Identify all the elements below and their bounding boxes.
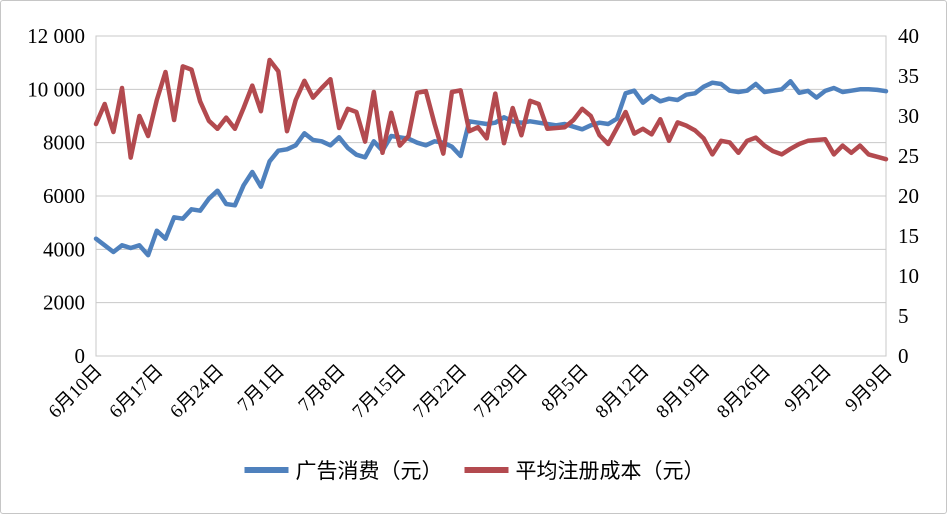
x-axis-tick-label: 7月22日 xyxy=(409,361,471,423)
y-axis-left-tick-label: 0 xyxy=(75,344,86,368)
legend-label: 平均注册成本（元） xyxy=(516,459,705,483)
legend-label: 广告消费（元） xyxy=(296,459,443,483)
x-axis-tick-label: 8月5日 xyxy=(538,361,593,416)
y-axis-left-tick-label: 6000 xyxy=(43,184,85,208)
avg-registration-cost-line xyxy=(93,57,889,162)
x-axis-tick-label: 9月9日 xyxy=(841,361,896,416)
y-axis-right-tick-label: 30 xyxy=(898,104,919,128)
y-axis-right-tick-label: 10 xyxy=(898,264,919,288)
x-axis-tick-label: 7月29日 xyxy=(470,361,532,423)
y-axis-right-tick-label: 40 xyxy=(898,24,919,48)
x-axis-tick-label: 8月26日 xyxy=(713,361,775,423)
y-axis-left-tick-label: 8000 xyxy=(43,131,85,155)
x-axis-tick-label: 6月17日 xyxy=(105,361,167,423)
y-axis-right-tick-label: 5 xyxy=(898,304,909,328)
plot-border xyxy=(95,35,887,357)
x-axis-tick-label: 6月24日 xyxy=(166,361,228,423)
y-axis-left-tick-label: 2000 xyxy=(43,291,85,315)
y-axis-right-tick-label: 20 xyxy=(898,184,919,208)
x-axis-tick-label: 7月8日 xyxy=(294,361,349,416)
x-axis-tick-label: 9月2日 xyxy=(781,361,836,416)
x-axis-tick-label: 7月15日 xyxy=(348,361,410,423)
y-axis-right-tick-label: 25 xyxy=(898,144,919,168)
x-axis-tick-label: 8月19日 xyxy=(652,361,714,423)
x-axis-tick-label: 6月10日 xyxy=(45,361,107,423)
legend-item-avg-registration-cost: 平均注册成本（元） xyxy=(464,459,705,483)
legend-item-ad-spend: 广告消费（元） xyxy=(244,459,443,483)
x-axis-tick-label: 7月1日 xyxy=(234,361,289,416)
y-axis-right-tick-label: 0 xyxy=(898,344,909,368)
x-axis-tick-label: 8月12日 xyxy=(592,361,654,423)
y-axis-left-tick-label: 10 000 xyxy=(27,77,85,101)
y-axis-left-tick-label: 4000 xyxy=(43,237,85,261)
y-axis-right-tick-label: 15 xyxy=(898,224,919,248)
y-axis-right-tick-label: 35 xyxy=(898,64,919,88)
y-axis-left-tick-label: 12 000 xyxy=(27,24,85,48)
